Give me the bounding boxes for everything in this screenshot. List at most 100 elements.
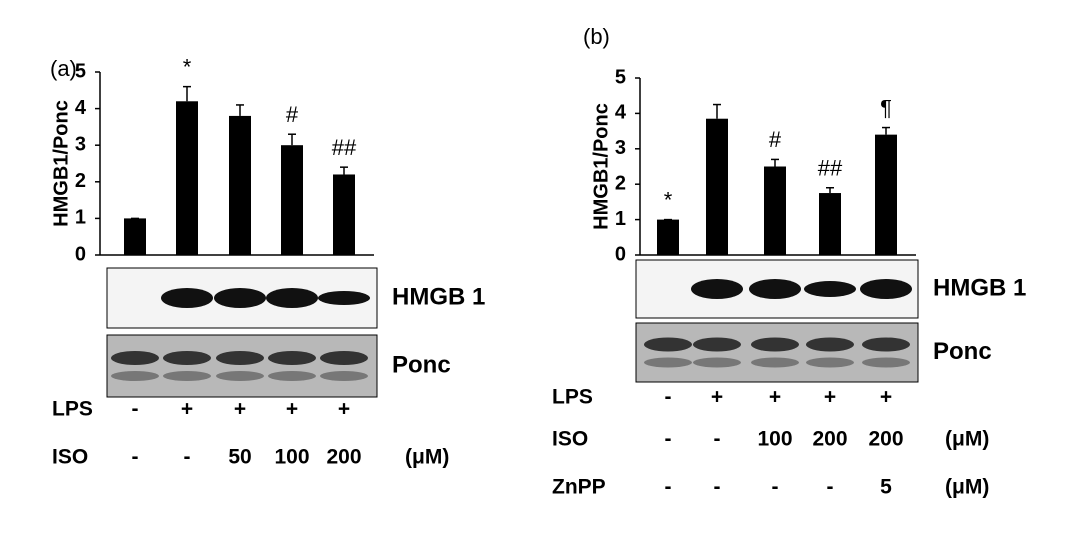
treatment-unit: (μM) — [945, 428, 989, 451]
panel-label: (a) — [50, 56, 77, 81]
treatment-value: - — [665, 476, 672, 499]
treatment-value: + — [880, 386, 892, 409]
blot-band — [804, 281, 856, 297]
treatment-value: - — [132, 398, 139, 421]
bar — [281, 145, 303, 255]
y-tick-label: 1 — [75, 207, 86, 229]
treatment-value: + — [286, 398, 298, 421]
treatment-value: + — [824, 386, 836, 409]
y-tick-label: 3 — [615, 137, 626, 159]
treatment-value: - — [827, 476, 834, 499]
blot-band — [862, 357, 910, 368]
bar — [124, 218, 146, 255]
blot-band — [751, 357, 799, 368]
y-tick-label: 4 — [75, 97, 87, 119]
treatment-value: 50 — [228, 446, 251, 469]
blot-band — [111, 371, 159, 381]
treatment-value: + — [181, 398, 193, 421]
treatment-value: + — [711, 386, 723, 409]
blot-band — [862, 337, 910, 352]
treatment-value: - — [184, 446, 191, 469]
blot-band — [806, 337, 854, 352]
blot-band — [693, 337, 741, 352]
significance-mark: ## — [818, 156, 843, 181]
blot-band — [216, 371, 264, 381]
blot-band — [806, 357, 854, 368]
blot-band — [751, 337, 799, 352]
y-tick-label: 0 — [75, 243, 86, 265]
blot-label: HMGB 1 — [933, 274, 1026, 301]
blot-panel — [635, 322, 919, 383]
treatment-value: 5 — [880, 476, 892, 499]
treatment-value: 200 — [812, 428, 847, 451]
blot-band — [693, 357, 741, 368]
y-tick-label: 5 — [75, 60, 86, 82]
treatment-name: ZnPP — [552, 476, 606, 499]
blot-panel — [106, 334, 378, 398]
treatment-value: - — [665, 386, 672, 409]
blot-band — [163, 371, 211, 381]
panel-label: (b) — [583, 24, 610, 49]
y-tick-label: 2 — [75, 170, 86, 192]
treatment-value: - — [132, 446, 139, 469]
blot-label: HMGB 1 — [392, 283, 485, 310]
blot-band — [318, 291, 370, 305]
blot-band — [644, 357, 692, 368]
y-tick-label: 2 — [615, 172, 626, 194]
treatment-value: 100 — [274, 446, 309, 469]
blot-band — [320, 351, 368, 365]
y-axis-label: HMGB1/Ponc — [590, 103, 612, 230]
blot-label: Ponc — [933, 338, 992, 365]
y-tick-label: 3 — [75, 133, 86, 155]
treatment-value: - — [714, 428, 721, 451]
blot-band — [268, 371, 316, 381]
blot-band — [266, 288, 318, 308]
y-tick-label: 5 — [615, 66, 626, 88]
bar — [819, 193, 841, 255]
bar — [764, 166, 786, 255]
significance-mark: * — [183, 54, 192, 79]
treatment-name: ISO — [552, 428, 588, 451]
treatment-name: LPS — [552, 386, 593, 409]
significance-mark: # — [286, 102, 299, 127]
treatment-value: - — [714, 476, 721, 499]
bar — [875, 134, 897, 255]
blot-label: Ponc — [392, 351, 451, 378]
bar — [657, 219, 679, 255]
bar — [229, 115, 251, 255]
treatment-name: LPS — [52, 398, 93, 421]
bar — [176, 101, 198, 255]
treatment-value: 200 — [868, 428, 903, 451]
blot-band — [749, 279, 801, 299]
blot-band — [216, 351, 264, 365]
blot-band — [644, 337, 692, 352]
treatment-value: + — [234, 398, 246, 421]
blot-band — [860, 279, 912, 299]
significance-mark: # — [769, 127, 782, 152]
blot-band — [163, 351, 211, 365]
blot-band — [268, 351, 316, 365]
treatment-value: 200 — [326, 446, 361, 469]
treatment-name: ISO — [52, 446, 88, 469]
y-tick-label: 1 — [615, 208, 626, 230]
significance-mark: ## — [332, 135, 357, 160]
significance-mark: * — [664, 187, 673, 212]
treatment-unit: (μM) — [405, 446, 449, 469]
blot-band — [691, 279, 743, 299]
y-axis-label: HMGB1/Ponc — [50, 100, 72, 227]
bar — [333, 174, 355, 255]
treatment-value: - — [772, 476, 779, 499]
y-tick-label: 4 — [615, 102, 627, 124]
blot-band — [214, 288, 266, 308]
treatment-unit: (μM) — [945, 476, 989, 499]
bar — [706, 118, 728, 256]
treatment-value: - — [665, 428, 672, 451]
y-tick-label: 0 — [615, 243, 626, 265]
treatment-value: + — [769, 386, 781, 409]
treatment-value: + — [338, 398, 350, 421]
blot-band — [320, 371, 368, 381]
significance-mark: ¶ — [880, 95, 892, 120]
blot-band — [161, 288, 213, 308]
blot-band — [111, 351, 159, 365]
